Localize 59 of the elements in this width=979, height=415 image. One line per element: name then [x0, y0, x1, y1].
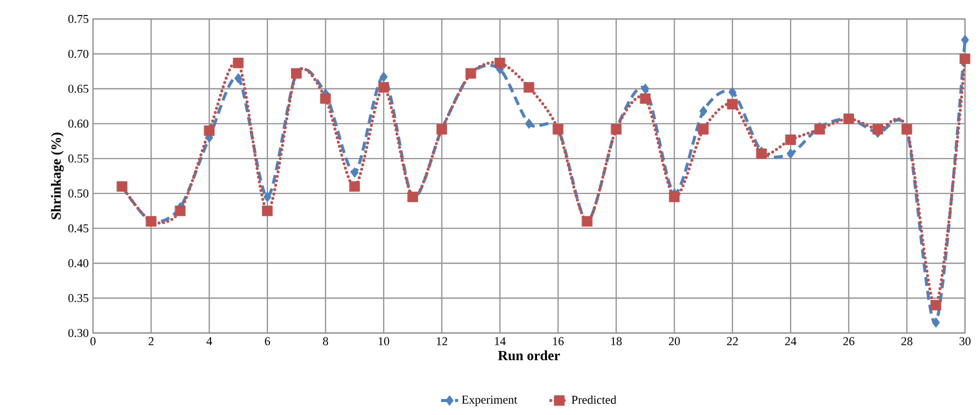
- y-tick-label: 0.60: [68, 120, 88, 128]
- point: [262, 206, 273, 216]
- point: [380, 72, 388, 82]
- y-tick-label: 0.55: [68, 154, 88, 163]
- point: [234, 73, 242, 84]
- x-tick-label: 20: [668, 337, 680, 346]
- y-tick-label: 0.40: [68, 259, 88, 268]
- point: [698, 124, 709, 134]
- point: [640, 93, 651, 104]
- point: [669, 192, 680, 202]
- x-tick-label: 6: [264, 337, 270, 346]
- x-tick-label: 8: [323, 337, 328, 346]
- x-tick-label: 10: [378, 337, 390, 346]
- x-tick-label: 18: [611, 337, 622, 346]
- point: [786, 148, 795, 159]
- point: [641, 84, 650, 94]
- point: [494, 58, 506, 68]
- point: [930, 300, 942, 310]
- y-tick-label: 0.35: [68, 294, 88, 302]
- x-tick-label: 24: [785, 337, 796, 346]
- y-tick-label: 0.65: [68, 84, 88, 93]
- x-tick-label: 2: [148, 337, 154, 346]
- point: [872, 124, 884, 134]
- point: [814, 124, 825, 134]
- y-tick-label: 0.75: [68, 14, 88, 24]
- point: [524, 82, 534, 93]
- x-tick-label: 12: [436, 337, 448, 346]
- point: [960, 54, 970, 64]
- point: [785, 134, 796, 145]
- point: [350, 167, 359, 178]
- legend-label: Experiment: [462, 396, 518, 406]
- point: [378, 82, 389, 93]
- x-tick-label: 28: [901, 337, 912, 346]
- x-axis-title: Run order: [498, 350, 560, 360]
- point: [174, 206, 186, 216]
- legend-label: Predicted: [572, 395, 616, 404]
- x-tick-label: 0: [90, 337, 96, 346]
- point: [525, 118, 533, 129]
- point: [233, 58, 244, 68]
- y-tick-label: 0.70: [68, 50, 88, 58]
- point: [263, 192, 272, 202]
- x-tick-label: 4: [206, 337, 212, 346]
- x-tick-label: 26: [843, 337, 854, 346]
- y-tick-label: 0.30: [68, 328, 88, 338]
- x-tick-label: 30: [960, 337, 971, 346]
- y-axis-title: Shrinkage (%): [50, 132, 64, 220]
- point: [349, 181, 360, 192]
- x-tick-label: 16: [553, 337, 564, 346]
- y-tick-label: 0.45: [68, 224, 88, 232]
- point: [932, 317, 940, 328]
- point: [727, 98, 738, 110]
- point: [961, 34, 969, 46]
- x-tick-label: 14: [495, 337, 506, 346]
- point: [204, 125, 214, 136]
- y-tick-label: 0.50: [68, 189, 88, 198]
- point: [320, 93, 331, 104]
- x-tick-label: 22: [727, 337, 738, 346]
- point: [699, 106, 708, 116]
- point: [728, 87, 736, 98]
